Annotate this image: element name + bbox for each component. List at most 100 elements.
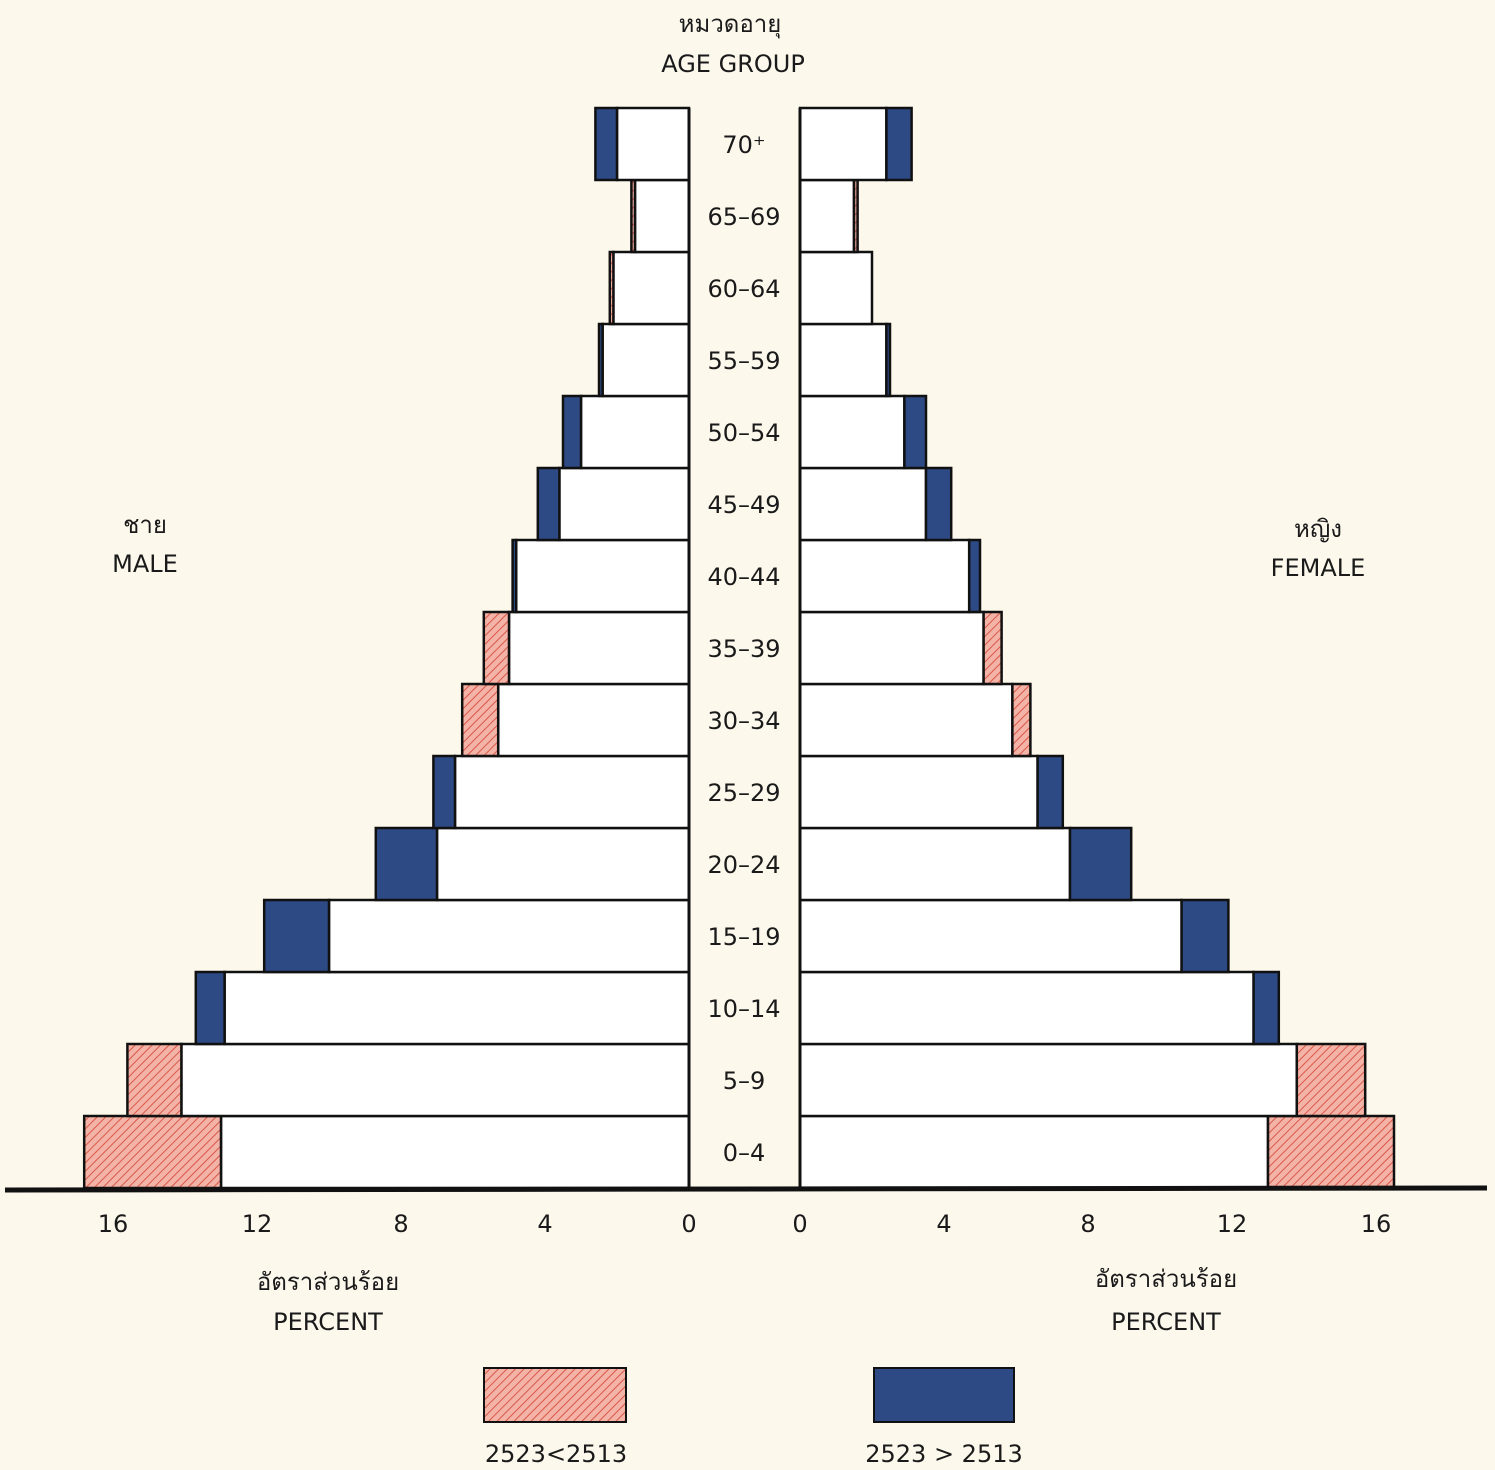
female-label-thai: หญิง	[1294, 515, 1342, 543]
right-tick-label: 16	[1361, 1210, 1392, 1238]
male-change-30-34	[460, 682, 500, 758]
age-label-55-59: 55–59	[707, 347, 780, 375]
legend-label-hatched: 2523<2513	[485, 1440, 627, 1468]
female-change-65-69	[852, 178, 859, 254]
female-change-0-4	[1266, 1114, 1396, 1190]
male-bar-35-39	[507, 610, 691, 686]
male-bar-70+	[615, 106, 691, 182]
left-tick-label: 4	[537, 1210, 552, 1238]
male-bar-0-4	[219, 1114, 691, 1190]
male-change-10-14	[194, 970, 226, 1046]
age-label-65-69: 65–69	[707, 203, 780, 231]
ticks-layer: 16 16 12 12 8 8 4 4 0 0	[98, 1210, 1392, 1238]
male-bar-40-44	[514, 538, 691, 614]
male-change-70+	[594, 106, 619, 182]
female-bar-20-24	[798, 826, 1072, 902]
male-bar-50-54	[579, 394, 691, 470]
left-tick-label: 16	[98, 1210, 129, 1238]
male-bar-15-19	[327, 898, 691, 974]
legend-swatch-solid	[873, 1367, 1015, 1423]
chart-title: AGE GROUP	[661, 50, 805, 78]
age-label-40-44: 40–44	[707, 563, 780, 591]
age-label-35-39: 35–39	[707, 635, 780, 663]
right-xlabel-thai: อัตราส่วนร้อย	[1095, 1265, 1237, 1293]
left-tick-label: 8	[393, 1210, 408, 1238]
female-bar-40-44	[798, 538, 971, 614]
male-change-65-69	[630, 178, 637, 254]
age-label-50-54: 50–54	[707, 419, 780, 447]
left-tick-label: 0	[681, 1210, 696, 1238]
age-label-70+: 70⁺	[722, 131, 765, 159]
x-axis-line	[4, 1185, 1488, 1193]
female-change-25-29	[1036, 754, 1065, 830]
age-label-25-29: 25–29	[707, 779, 780, 807]
legend-swatch-hatched	[483, 1367, 627, 1423]
male-bar-5-9	[180, 1042, 691, 1118]
female-change-35-39	[982, 610, 1003, 686]
female-change-50-54	[903, 394, 928, 470]
female-bar-60-64	[798, 250, 874, 326]
chart-title-thai: หมวดอายุ	[679, 10, 782, 39]
male-change-35-39	[482, 610, 511, 686]
male-bar-55-59	[601, 322, 691, 398]
male-change-55-59	[597, 322, 604, 398]
female-bar-35-39	[798, 610, 985, 686]
right-tick-label: 8	[1080, 1210, 1095, 1238]
male-label-thai: ชาย	[123, 511, 167, 539]
female-change-45-49	[924, 466, 953, 542]
age-label-20-24: 20–24	[707, 851, 780, 879]
male-label: MALE	[112, 550, 178, 578]
legend-label-solid: 2523 > 2513	[865, 1440, 1023, 1468]
female-bar-30-34	[798, 682, 1014, 758]
age-label-5-9: 5–9	[723, 1067, 766, 1095]
female-label: FEMALE	[1271, 554, 1366, 582]
male-bar-10-14	[223, 970, 691, 1046]
female-bar-55-59	[798, 322, 888, 398]
female-bar-45-49	[798, 466, 928, 542]
male-bar-30-34	[496, 682, 691, 758]
female-bar-70+	[798, 106, 888, 182]
right-xlabel: PERCENT	[1111, 1308, 1221, 1336]
right-tick-label: 4	[936, 1210, 951, 1238]
female-change-30-34	[1011, 682, 1032, 758]
male-change-60-64	[608, 250, 615, 326]
female-change-15-19	[1180, 898, 1230, 974]
female-bar-0-4	[798, 1114, 1270, 1190]
right-tick-label: 12	[1217, 1210, 1248, 1238]
age-label-15-19: 15–19	[707, 923, 780, 951]
male-change-0-4	[82, 1114, 223, 1190]
age-label-30-34: 30–34	[707, 707, 780, 735]
male-bar-20-24	[435, 826, 691, 902]
female-change-20-24	[1068, 826, 1133, 902]
bars-layer	[82, 106, 1396, 1190]
age-label-0-4: 0–4	[723, 1139, 766, 1167]
age-label-60-64: 60–64	[707, 275, 780, 303]
male-change-25-29	[432, 754, 457, 830]
age-label-45-49: 45–49	[707, 491, 780, 519]
female-bar-5-9	[798, 1042, 1299, 1118]
male-change-15-19	[262, 898, 331, 974]
female-change-55-59	[885, 322, 892, 398]
female-bar-25-29	[798, 754, 1039, 830]
female-change-10-14	[1252, 970, 1281, 1046]
male-change-40-44	[511, 538, 518, 614]
male-change-5-9	[126, 1042, 183, 1118]
female-bar-10-14	[798, 970, 1255, 1046]
male-change-50-54	[561, 394, 583, 470]
female-change-70+	[885, 106, 913, 182]
female-bar-50-54	[798, 394, 906, 470]
female-change-40-44	[967, 538, 982, 614]
female-bar-15-19	[798, 898, 1183, 974]
male-change-45-49	[536, 466, 561, 542]
female-change-5-9	[1295, 1042, 1367, 1118]
age-label-10-14: 10–14	[707, 995, 780, 1023]
male-bar-60-64	[612, 250, 691, 326]
left-xlabel: PERCENT	[273, 1308, 383, 1336]
male-bar-65-69	[633, 178, 691, 254]
male-bar-25-29	[453, 754, 691, 830]
female-bar-65-69	[798, 178, 856, 254]
left-tick-label: 12	[242, 1210, 273, 1238]
left-xlabel-thai: อัตราส่วนร้อย	[257, 1268, 399, 1296]
right-tick-label: 0	[792, 1210, 807, 1238]
